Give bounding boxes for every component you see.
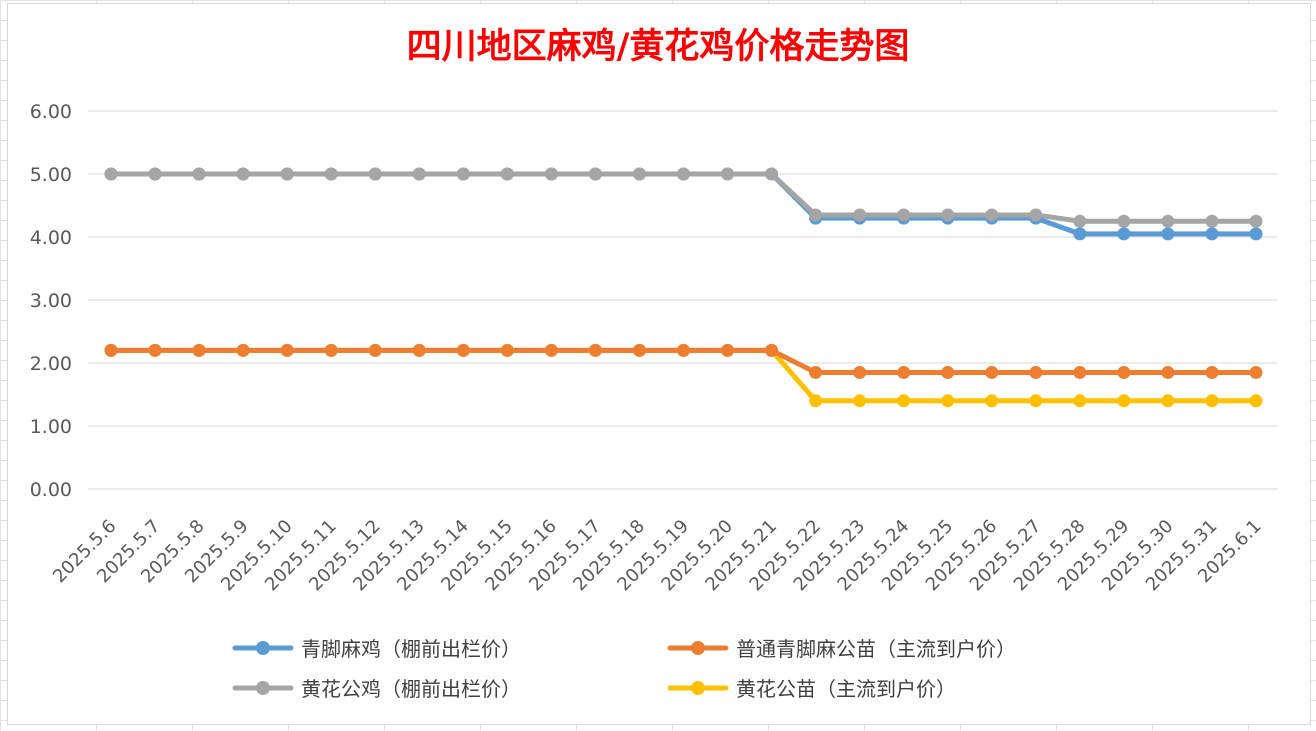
- data-point: [412, 343, 426, 357]
- data-point: [280, 343, 294, 357]
- data-point: [941, 208, 955, 222]
- data-point: [1205, 365, 1219, 379]
- y-gridlines: [88, 110, 1278, 490]
- data-point: [104, 167, 118, 181]
- data-point: [809, 365, 823, 379]
- data-point: [148, 167, 162, 181]
- data-point: [368, 167, 382, 181]
- data-point: [765, 167, 779, 181]
- legend-swatch-marker: [256, 641, 270, 655]
- data-point: [1117, 394, 1131, 408]
- data-point: [1161, 227, 1175, 241]
- legend-swatch-marker: [256, 681, 270, 695]
- legend-item[interactable]: 黄花公苗（主流到户价）: [667, 677, 956, 701]
- data-point: [192, 343, 206, 357]
- data-point: [1249, 227, 1263, 241]
- data-point: [104, 343, 118, 357]
- y-tick-label: 5.00: [30, 164, 72, 186]
- data-point: [809, 208, 823, 222]
- legend: 青脚麻鸡（棚前出栏价） 普通青脚麻公苗（主流到户价） 黄花公鸡（棚前出栏价） 黄花公苗…: [232, 637, 1016, 701]
- data-point: [1249, 214, 1263, 228]
- legend-label: 普通青脚麻公苗（主流到户价）: [736, 637, 1016, 661]
- y-tick-label: 4.00: [30, 227, 72, 249]
- legend-label: 黄花公苗（主流到户价）: [736, 677, 956, 701]
- data-point: [1249, 365, 1263, 379]
- data-point: [456, 343, 470, 357]
- data-point: [941, 394, 955, 408]
- y-tick-label: 0.00: [30, 479, 72, 501]
- data-point: [677, 167, 690, 181]
- data-point: [1205, 394, 1219, 408]
- data-point: [897, 208, 911, 222]
- data-point: [500, 343, 514, 357]
- data-point: [941, 365, 955, 379]
- series-lines: [104, 167, 1263, 408]
- data-point: [544, 343, 558, 357]
- y-tick-label: 1.00: [30, 416, 72, 438]
- data-point: [236, 167, 250, 181]
- data-point: [853, 208, 867, 222]
- y-axis-ticks: 0.00 1.00 2.00 3.00 4.00 5.00 6.00: [30, 101, 72, 501]
- data-point: [853, 365, 867, 379]
- chart-area[interactable]: [7, 3, 1311, 725]
- data-point: [192, 167, 206, 181]
- data-point: [324, 167, 338, 181]
- data-point: [1205, 227, 1219, 241]
- chart-title: 四川地区麻鸡/黄花鸡价格走势图: [407, 26, 910, 67]
- x-axis-ticks: 2025.5.62025.5.72025.5.82025.5.92025.5.1…: [49, 516, 1266, 596]
- data-point: [1073, 365, 1087, 379]
- data-point: [148, 343, 162, 357]
- data-point: [985, 394, 999, 408]
- data-point: [1029, 394, 1043, 408]
- data-point: [985, 365, 999, 379]
- data-point: [236, 343, 250, 357]
- legend-swatch-marker: [691, 641, 705, 655]
- data-point: [280, 167, 294, 181]
- data-point: [544, 167, 558, 181]
- legend-swatch-marker: [691, 681, 705, 695]
- data-point: [1205, 214, 1219, 228]
- data-point: [1161, 365, 1175, 379]
- y-tick-label: 6.00: [30, 101, 72, 123]
- data-point: [1249, 394, 1263, 408]
- legend-label: 青脚麻鸡（棚前出栏价）: [301, 637, 521, 661]
- data-point: [1161, 214, 1175, 228]
- data-point: [897, 394, 911, 408]
- legend-item[interactable]: 普通青脚麻公苗（主流到户价）: [667, 637, 1016, 661]
- data-point: [588, 343, 602, 357]
- data-point: [897, 365, 911, 379]
- data-point: [500, 167, 514, 181]
- data-point: [721, 167, 735, 181]
- data-point: [985, 208, 999, 222]
- series-line: [108, 171, 1259, 224]
- y-tick-label: 2.00: [30, 353, 72, 375]
- data-point: [809, 394, 823, 408]
- data-point: [1117, 365, 1131, 379]
- data-point: [677, 343, 690, 357]
- legend-item[interactable]: 青脚麻鸡（棚前出栏价）: [232, 637, 521, 661]
- data-point: [588, 167, 602, 181]
- data-point: [1073, 214, 1087, 228]
- data-point: [853, 394, 867, 408]
- data-point: [632, 343, 646, 357]
- legend-item[interactable]: 黄花公鸡（棚前出栏价）: [232, 677, 521, 701]
- data-point: [765, 343, 779, 357]
- y-tick-label: 3.00: [30, 290, 72, 312]
- data-point: [1073, 394, 1087, 408]
- data-point: [324, 343, 338, 357]
- data-point: [1117, 214, 1131, 228]
- data-point: [456, 167, 470, 181]
- data-point: [412, 167, 426, 181]
- data-point: [368, 343, 382, 357]
- legend-label: 黄花公鸡（棚前出栏价）: [301, 677, 521, 701]
- data-point: [1029, 208, 1043, 222]
- data-point: [632, 167, 646, 181]
- data-point: [1161, 394, 1175, 408]
- data-point: [1029, 365, 1043, 379]
- data-point: [1117, 227, 1131, 241]
- data-point: [1073, 227, 1087, 241]
- data-point: [721, 343, 735, 357]
